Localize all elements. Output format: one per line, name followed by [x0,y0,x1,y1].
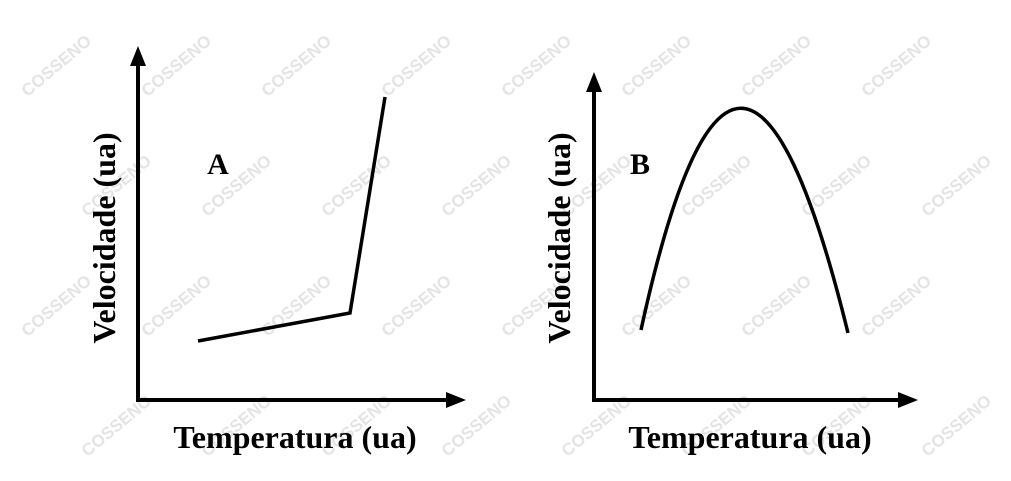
watermark-layer: COSSENO COSSENO COSSENO COSSENO COSSENO COSSE… [18,31,995,460]
watermark: COSSENO [858,31,935,100]
watermark: COSSENO [18,271,95,340]
axes [136,62,452,402]
y-arrow [130,46,146,66]
watermark: COSSENO [438,151,515,220]
x-axis-label: Temperatura (ua) [173,419,416,455]
watermark: COSSENO [618,271,695,340]
y-axis-label: Velocidade (ua) [541,132,577,343]
panel-a: A Temperatura (ua) Velocidade (ua) [86,46,466,455]
watermark: COSSENO [138,31,215,100]
watermark: COSSENO [498,31,575,100]
watermark: COSSENO [918,151,995,220]
watermark: COSSENO [618,31,695,100]
watermark: COSSENO [738,31,815,100]
watermark: COSSENO [258,271,335,340]
watermark: COSSENO [258,31,335,100]
watermark: COSSENO [798,151,875,220]
y-arrow [586,72,602,92]
panel-label: B [630,148,650,181]
panel-b: B Temperatura (ua) Velocidade (ua) [541,72,918,455]
watermark: COSSENO [858,271,935,340]
watermark: COSSENO [378,271,455,340]
curve [197,96,387,343]
x-arrow [446,392,466,408]
y-axis-label: Velocidade (ua) [86,132,122,343]
watermark: COSSENO [318,151,395,220]
watermark: COSSENO [378,31,455,100]
watermark: COSSENO [18,31,95,100]
curve [639,106,850,334]
watermark: COSSENO [738,271,815,340]
x-arrow [898,392,918,408]
watermark: COSSENO [138,271,215,340]
watermark: COSSENO [918,391,995,460]
x-axis-label: Temperatura (ua) [628,419,871,455]
axes [592,88,904,402]
panel-label: A [207,148,229,181]
